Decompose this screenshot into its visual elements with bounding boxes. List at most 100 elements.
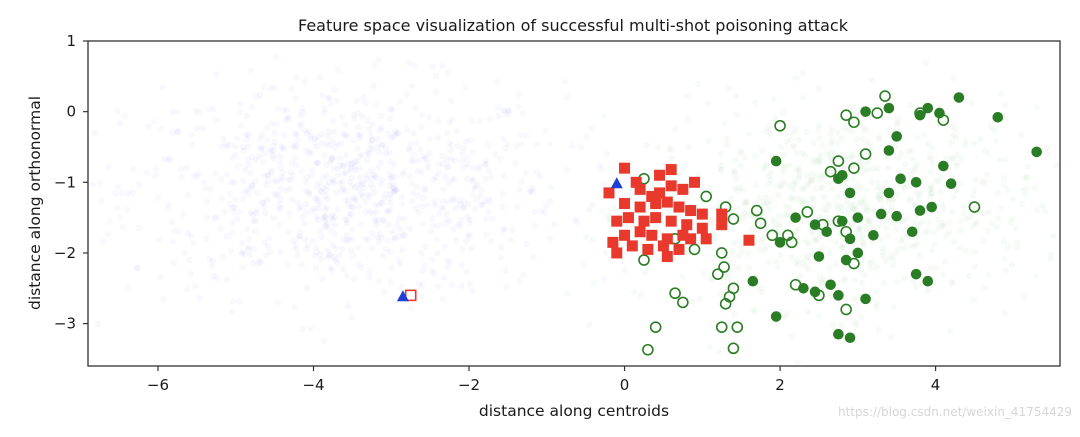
cloud-point — [443, 129, 451, 137]
poison-filled-point — [657, 240, 669, 252]
cloud-point — [117, 214, 124, 221]
cloud-point — [952, 187, 959, 194]
cloud-point — [469, 177, 476, 185]
cloud-point — [679, 166, 687, 174]
target-open-point — [718, 261, 730, 273]
cloud-point — [243, 225, 251, 233]
cloud-point — [863, 202, 870, 210]
cloud-point — [288, 86, 296, 93]
cloud-point — [472, 183, 479, 190]
cloud-point — [928, 144, 936, 152]
cloud-point — [985, 208, 993, 215]
cloud-point — [684, 115, 691, 123]
cloud-point — [435, 134, 442, 141]
cloud-point — [848, 201, 855, 208]
cloud-point — [331, 86, 338, 94]
cloud-point — [366, 208, 374, 215]
cloud-point — [245, 161, 253, 169]
cloud-point — [860, 167, 868, 174]
cloud-point — [533, 140, 541, 148]
cloud-point — [482, 161, 489, 168]
cloud-point — [227, 141, 234, 148]
cloud-point — [805, 240, 812, 247]
target-open-point — [715, 247, 728, 259]
cloud-point — [287, 176, 295, 184]
cloud-point — [387, 175, 394, 182]
cloud-point — [347, 247, 354, 254]
cloud-point — [522, 169, 530, 177]
cloud-point — [957, 218, 965, 225]
cloud-point — [223, 276, 231, 284]
cloud-point — [343, 216, 351, 224]
cloud-point — [827, 154, 835, 162]
target-open-point — [848, 257, 860, 270]
target-filled-point — [891, 210, 903, 222]
cloud-point — [311, 139, 319, 146]
cloud-point — [762, 194, 769, 201]
cloud-point — [366, 126, 373, 133]
cloud-point — [1008, 261, 1015, 269]
cloud-point — [398, 284, 405, 291]
cloud-point — [448, 97, 455, 105]
cloud-point — [299, 105, 306, 112]
cloud-point — [505, 106, 512, 114]
cloud-point — [241, 251, 249, 258]
cloud-point — [1000, 238, 1008, 245]
cloud-point — [331, 222, 339, 229]
cloud-point — [316, 200, 324, 208]
cloud-point — [296, 112, 304, 119]
cloud-point — [873, 304, 880, 311]
cloud-point — [226, 201, 234, 208]
cloud-point — [291, 154, 298, 162]
cloud-point — [735, 252, 742, 260]
cloud-point — [872, 288, 880, 296]
cloud-point — [259, 158, 267, 165]
cloud-point — [464, 213, 471, 221]
cloud-point — [818, 185, 825, 192]
cloud-point — [329, 117, 336, 124]
cloud-point — [775, 220, 783, 228]
cloud-point — [358, 113, 366, 120]
cloud-point — [485, 196, 492, 203]
cloud-point — [901, 161, 909, 168]
cloud-point — [273, 178, 280, 185]
cloud-point — [816, 155, 823, 162]
cloud-point — [223, 171, 231, 178]
cloud-point — [878, 185, 885, 193]
cloud-point — [322, 193, 329, 200]
cloud-point — [875, 179, 882, 186]
cloud-point — [373, 222, 380, 229]
cloud-point — [298, 203, 305, 211]
cloud-point — [1048, 250, 1055, 258]
cloud-point — [741, 201, 748, 209]
cloud-point — [733, 205, 741, 212]
cloud-point — [823, 151, 831, 158]
cloud-point — [213, 116, 221, 124]
cloud-point — [190, 172, 198, 179]
cloud-point — [898, 149, 905, 157]
cloud-point — [711, 235, 718, 243]
cloud-point — [429, 63, 436, 71]
cloud-point — [379, 217, 386, 225]
cloud-point — [501, 108, 508, 115]
cloud-point — [319, 175, 327, 182]
cloud-point — [133, 264, 141, 271]
cloud-point — [913, 283, 920, 290]
cloud-point — [320, 184, 327, 192]
cloud-point — [282, 117, 289, 124]
cloud-point — [949, 209, 957, 216]
cloud-point — [481, 198, 488, 205]
cloud-point — [357, 131, 364, 139]
cloud-point — [358, 264, 365, 271]
cloud-point — [476, 163, 484, 170]
cloud-point — [271, 177, 278, 184]
cloud-point — [864, 139, 871, 147]
cloud-point — [1033, 104, 1041, 111]
cloud-point — [804, 255, 811, 262]
cloud-point — [228, 308, 236, 315]
cloud-point — [765, 180, 773, 188]
cloud-point — [925, 285, 933, 292]
cloud-point — [324, 220, 332, 228]
cloud-point — [489, 215, 496, 223]
cloud-point — [908, 243, 915, 250]
